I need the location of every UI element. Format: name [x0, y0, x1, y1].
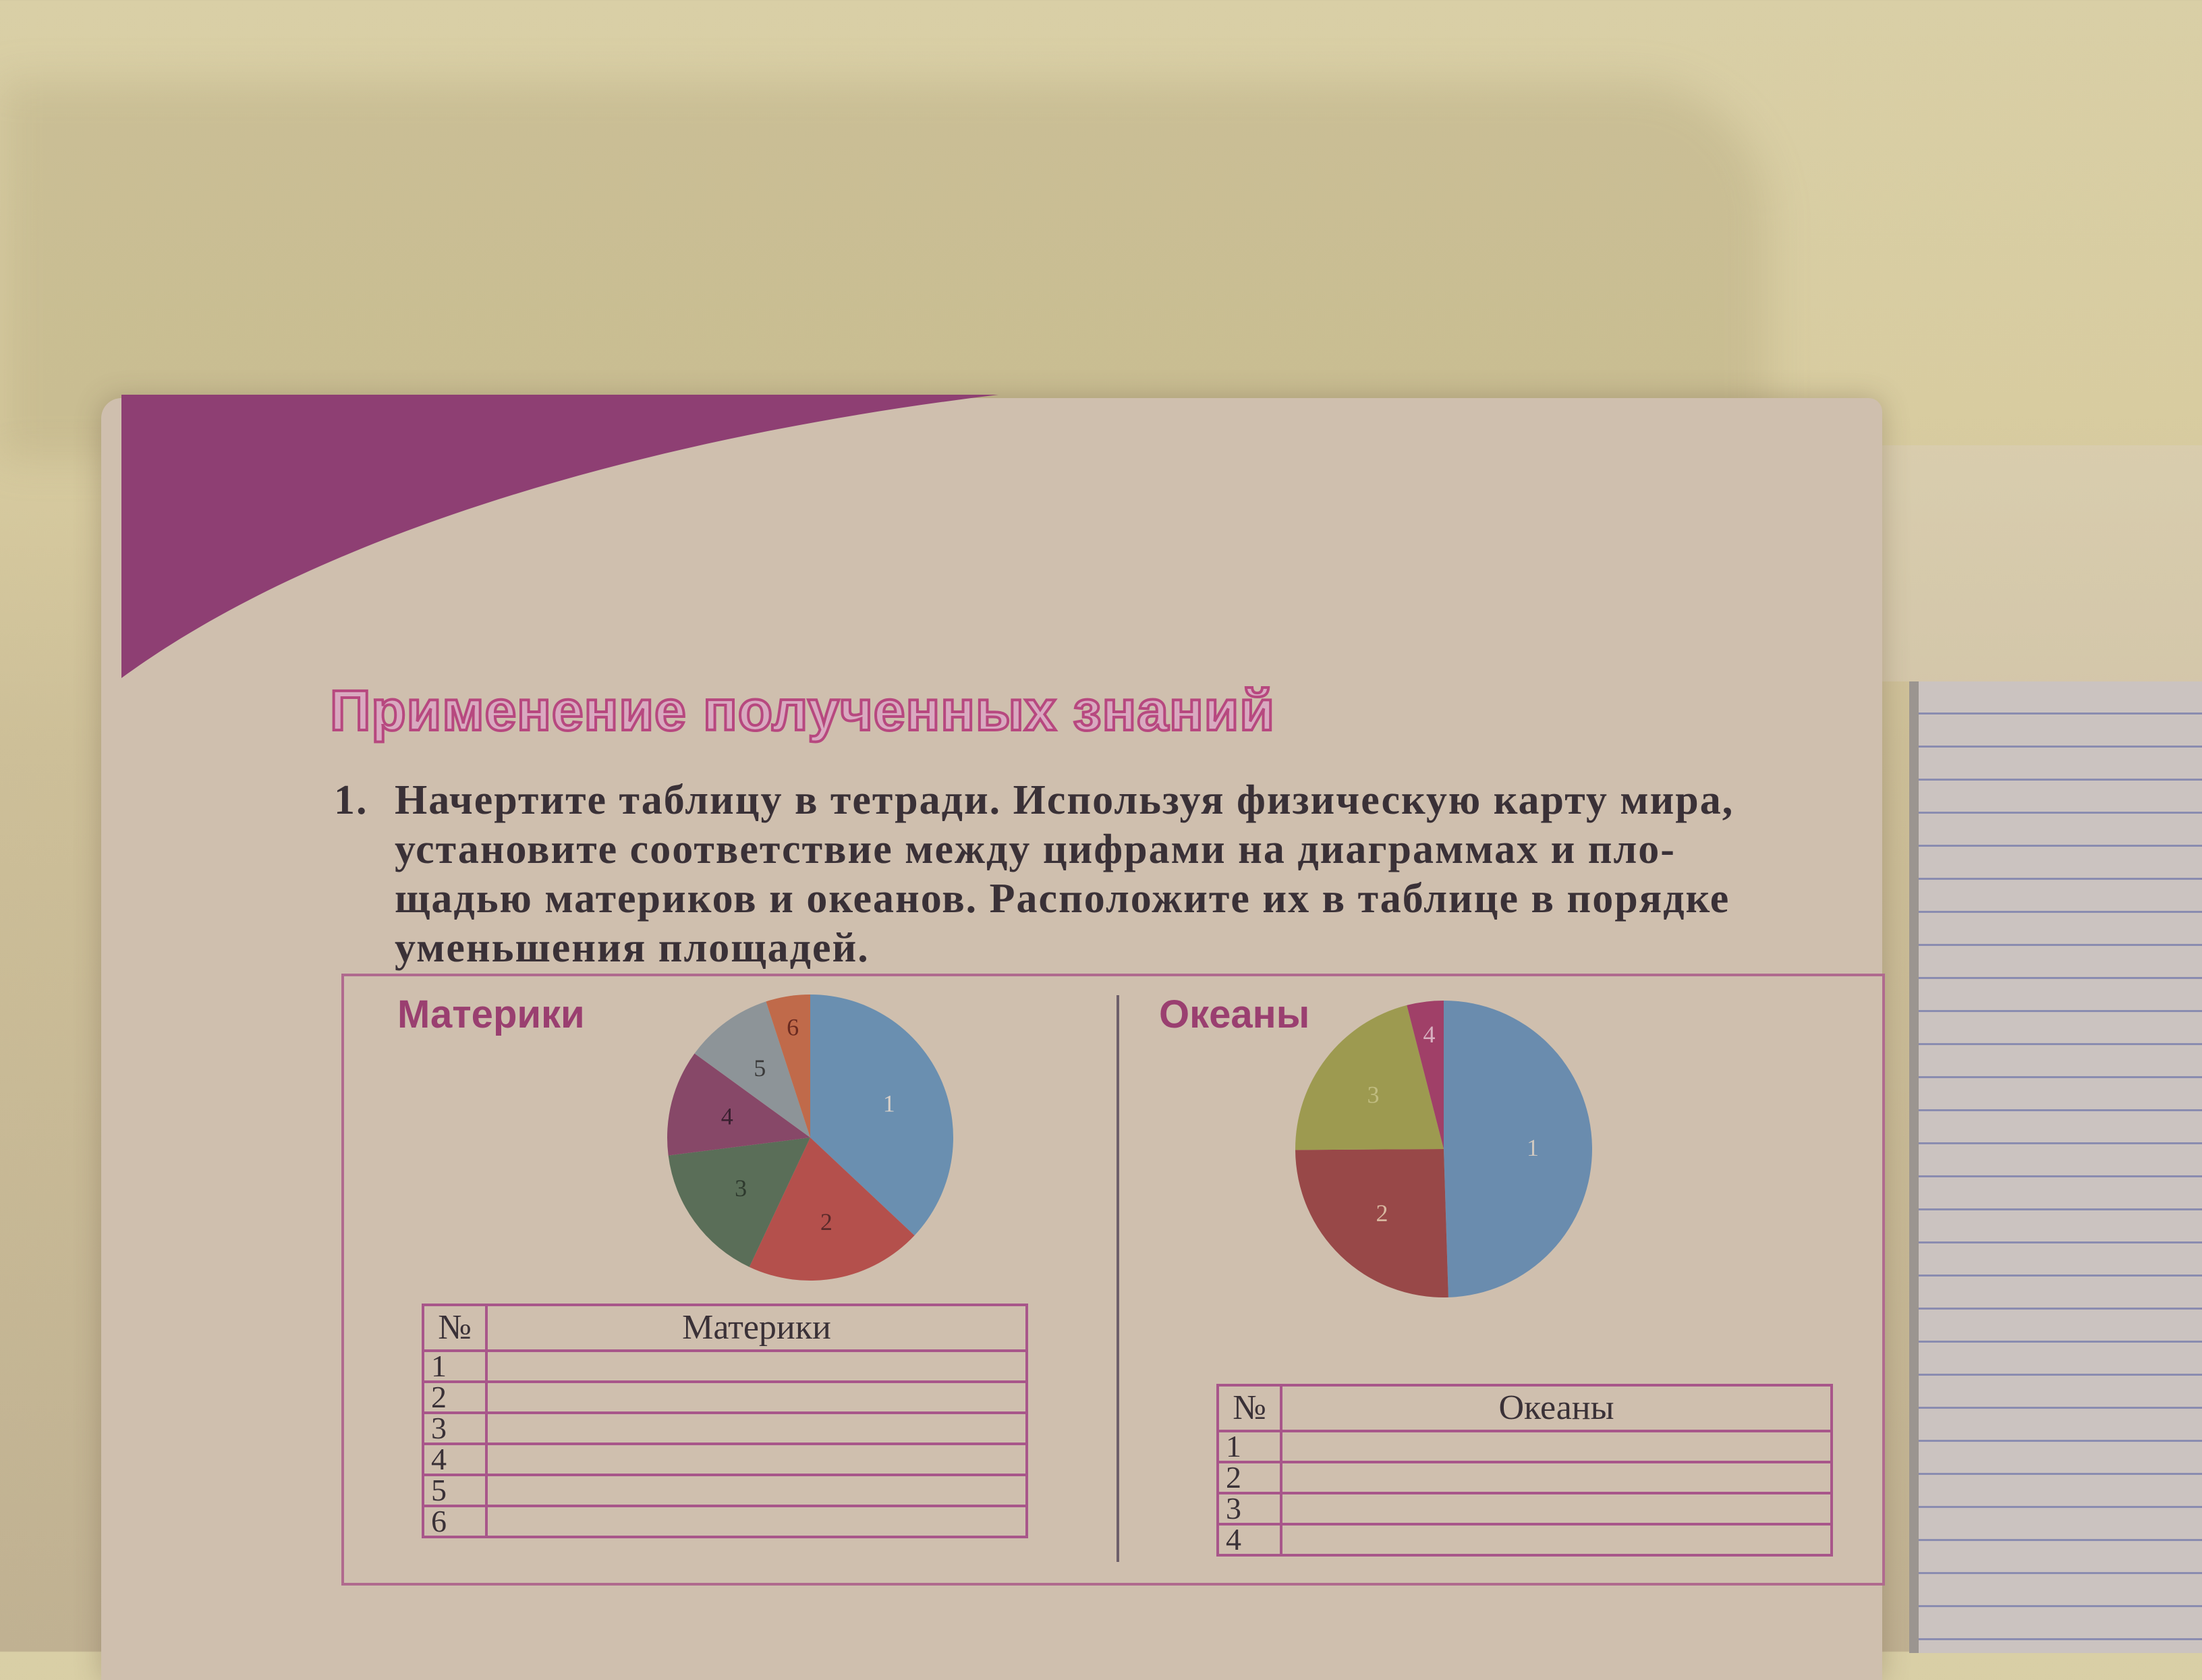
slice-label: 1: [1527, 1134, 1539, 1161]
oceans-pie-chart: 1 2 3 4: [1295, 1001, 1592, 1297]
notebook-cover: [1882, 445, 2202, 681]
oceans-title: Океаны: [1159, 992, 1310, 1036]
row-number: 6: [422, 1505, 488, 1538]
row-number: 1: [1216, 1430, 1282, 1463]
empty-cell: [485, 1474, 1028, 1507]
row-number: 5: [422, 1474, 488, 1507]
pie-slice-3: [1295, 1005, 1444, 1150]
divider: [1117, 995, 1119, 1562]
row-number: 2: [422, 1380, 488, 1414]
table-row: 1: [422, 1349, 1028, 1383]
pie-slice-1: [810, 995, 953, 1236]
slice-label: 6: [787, 1014, 799, 1041]
slice-label: 5: [754, 1055, 766, 1082]
row-number: 3: [1216, 1492, 1282, 1525]
pie-slice-4: [1407, 1001, 1444, 1149]
table-row: 4: [1216, 1523, 1833, 1557]
empty-cell: [1280, 1523, 1833, 1557]
pie-slice-6: [766, 995, 810, 1138]
row-number: 2: [1216, 1461, 1282, 1494]
task-line: щадью материков и океанов. Расположите и…: [395, 876, 1730, 922]
empty-cell: [1280, 1430, 1833, 1463]
pie-slice-3: [668, 1138, 810, 1267]
row-number: 3: [422, 1411, 488, 1445]
pie-slice-2: [749, 1138, 915, 1281]
slice-label: 4: [1423, 1021, 1435, 1048]
empty-cell: [485, 1349, 1028, 1383]
empty-cell: [485, 1505, 1028, 1538]
col-oceans: Океаны: [1280, 1384, 1833, 1432]
task-number: 1.: [334, 777, 368, 823]
task-line: Начертите таблицу в тетради. Используя ф…: [395, 777, 1734, 823]
empty-cell: [485, 1380, 1028, 1414]
continents-title: Материки: [397, 992, 585, 1036]
col-continents: Материки: [485, 1304, 1028, 1352]
exercise-frame: [341, 974, 1885, 1586]
notebook: [1909, 681, 2202, 1653]
slice-label: 4: [721, 1102, 733, 1129]
purple-header-band: [121, 395, 1875, 685]
table-row: 4: [422, 1443, 1028, 1476]
table-row: 2: [1216, 1461, 1833, 1494]
slice-label: 3: [1367, 1081, 1379, 1108]
col-number: №: [1216, 1384, 1282, 1432]
row-number: 4: [1216, 1523, 1282, 1557]
row-number: 1: [422, 1349, 488, 1383]
pie-slice-5: [694, 1001, 810, 1138]
task-line: уменьшения площадей.: [395, 925, 870, 971]
section-heading: Применение полученных знаний: [329, 677, 1276, 744]
pie-slice-1: [1444, 1001, 1592, 1297]
table-row: 1: [1216, 1430, 1833, 1463]
col-number: №: [422, 1304, 488, 1352]
slice-label: 1: [883, 1090, 895, 1117]
task-text: 1. Начертите таблицу в тетради. Использу…: [334, 776, 1886, 973]
table-row: 2: [422, 1380, 1028, 1414]
empty-cell: [485, 1443, 1028, 1476]
slice-label: 3: [735, 1175, 747, 1202]
slice-label: 2: [820, 1208, 832, 1235]
task-line: установите соответствие между цифрами на…: [395, 827, 1676, 872]
table-row: 3: [1216, 1492, 1833, 1525]
slice-label: 2: [1376, 1200, 1388, 1227]
empty-cell: [1280, 1492, 1833, 1525]
table-row: 5: [422, 1474, 1028, 1507]
empty-cell: [1280, 1461, 1833, 1494]
empty-cell: [485, 1411, 1028, 1445]
row-number: 4: [422, 1443, 488, 1476]
table-row: 6: [422, 1505, 1028, 1538]
pie-slice-2: [1295, 1149, 1448, 1297]
pie-slice-4: [667, 1053, 810, 1156]
table-row: 3: [422, 1411, 1028, 1445]
continents-pie-chart: 1 2 3 456: [667, 995, 953, 1281]
